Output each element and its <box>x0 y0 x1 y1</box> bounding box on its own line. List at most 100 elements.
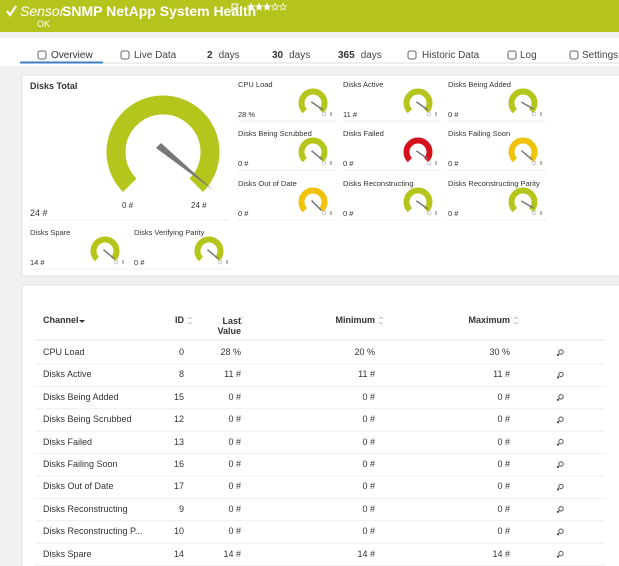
gauge-arc <box>403 137 433 163</box>
cell-value: 11 # <box>358 369 375 380</box>
row-action-icon <box>556 421 560 424</box>
cell-value: 0 # <box>497 436 510 447</box>
gauge-arc <box>508 187 538 213</box>
status-check <box>6 5 17 17</box>
gauge-min: 0 # <box>122 201 134 210</box>
row-action-icon <box>556 510 560 513</box>
tab-count[interactable]: 30 <box>272 50 284 61</box>
table-card <box>21 284 619 566</box>
gauge-icon <box>113 259 119 265</box>
column-header[interactable]: Minimum <box>335 315 376 325</box>
cell-value: 9 <box>178 503 184 514</box>
cell-value: 20 % <box>354 347 375 357</box>
gauge-arc <box>508 88 538 114</box>
tab-count[interactable]: 2 <box>207 50 213 61</box>
tab-label[interactable]: Live Data <box>134 50 177 61</box>
cell-value: 16 <box>173 459 184 469</box>
gauge-label: CPU Load <box>238 80 273 89</box>
gauge-label: Disks Total <box>30 81 78 91</box>
gauge-value: 0 # <box>343 159 354 168</box>
row-action-icon <box>556 398 560 401</box>
gauge-icon <box>330 112 332 116</box>
gauge-label: Disks Reconstructing <box>343 179 414 188</box>
cell-value: 0 # <box>362 459 375 469</box>
row-action-icon <box>556 533 560 536</box>
cell-value: 0 # <box>228 459 241 469</box>
gauge-arc <box>90 236 120 262</box>
gauge-needle <box>310 101 324 111</box>
column-header[interactable]: Channel <box>43 315 79 325</box>
tab-count[interactable]: 365 <box>338 50 355 61</box>
rating-star <box>254 2 264 11</box>
row-action-icon <box>556 465 560 469</box>
column-header[interactable]: Last Value <box>217 316 241 336</box>
gauge-arc <box>298 88 328 114</box>
tab-label[interactable]: days <box>218 50 240 61</box>
sort-arrow <box>79 320 85 323</box>
column-header[interactable]: ID <box>175 315 184 325</box>
row-action-icon <box>556 555 560 558</box>
gauge-label: Disks Verifying Parity <box>134 228 205 237</box>
gauge-icon <box>540 112 542 116</box>
gauge-needle <box>311 200 323 212</box>
gauge-label: Disks Spare <box>30 228 71 237</box>
tab-icon <box>507 50 517 60</box>
sort-icon <box>238 316 244 325</box>
cell-value: 0 # <box>228 526 241 537</box>
gauge-icon <box>321 111 327 117</box>
row-action-icon <box>558 416 564 422</box>
rating-star <box>270 2 280 11</box>
gauge-arc <box>403 187 433 213</box>
cell-value: 10 <box>173 526 184 537</box>
sensor-status: OK <box>37 19 51 29</box>
gauge-value: 0 # <box>448 209 459 218</box>
row-action-icon <box>558 394 564 400</box>
gauge-value: 11 # <box>343 110 358 119</box>
row-action-icon <box>558 528 564 534</box>
column-header[interactable]: Maximum <box>468 315 510 325</box>
channel-name: Disks Reconstructing <box>43 503 128 514</box>
rating-star <box>246 2 256 11</box>
gauge-needle <box>520 101 534 110</box>
gauge-needle <box>415 200 429 210</box>
tab-label[interactable]: Settings <box>582 50 619 61</box>
tab-label[interactable]: Overview <box>51 50 93 61</box>
gauge-icon <box>330 161 332 165</box>
rating-star <box>278 2 288 11</box>
tab-label[interactable]: days <box>289 50 311 61</box>
cell-value: 15 <box>173 391 184 402</box>
sort-icon <box>378 316 384 325</box>
gauge-value: 0 # <box>343 209 354 218</box>
cell-value: 28 % <box>220 347 241 357</box>
cell-value: 11 # <box>224 369 241 380</box>
gauge-needle <box>415 101 429 111</box>
gauge-icon <box>531 111 537 117</box>
tab-icon <box>407 50 417 60</box>
tab-label[interactable]: days <box>360 50 382 61</box>
cell-value: 0 # <box>228 391 241 402</box>
row-action-icon <box>558 550 564 557</box>
tab-icon <box>37 50 47 60</box>
row-action-icon <box>558 349 564 355</box>
row-action-icon <box>556 376 560 379</box>
tab-label[interactable]: Historic Data <box>422 50 480 61</box>
gauge-needle <box>520 150 533 161</box>
gauge-value: 28 % <box>238 110 256 119</box>
cell-value: 0 # <box>228 503 241 514</box>
channel-name: Disks Out of Date <box>43 481 114 492</box>
tab-label[interactable]: Log <box>520 50 537 61</box>
gauge-arc <box>508 137 538 163</box>
cell-value: 0 # <box>228 436 241 447</box>
channel-name: Disks Spare <box>43 548 92 559</box>
row-action-icon <box>556 443 560 446</box>
gauge-label: Disks Reconstructing Parity <box>448 179 540 188</box>
sensor-prefix: Sensor <box>20 3 65 19</box>
gauge-icon <box>321 160 327 166</box>
rating-star <box>262 2 272 11</box>
cell-value: 0 # <box>362 436 375 447</box>
gauge-icon <box>435 161 437 165</box>
gauge-icon <box>426 160 432 166</box>
gauge-icon <box>321 210 327 216</box>
cell-value: 30 % <box>489 347 510 357</box>
